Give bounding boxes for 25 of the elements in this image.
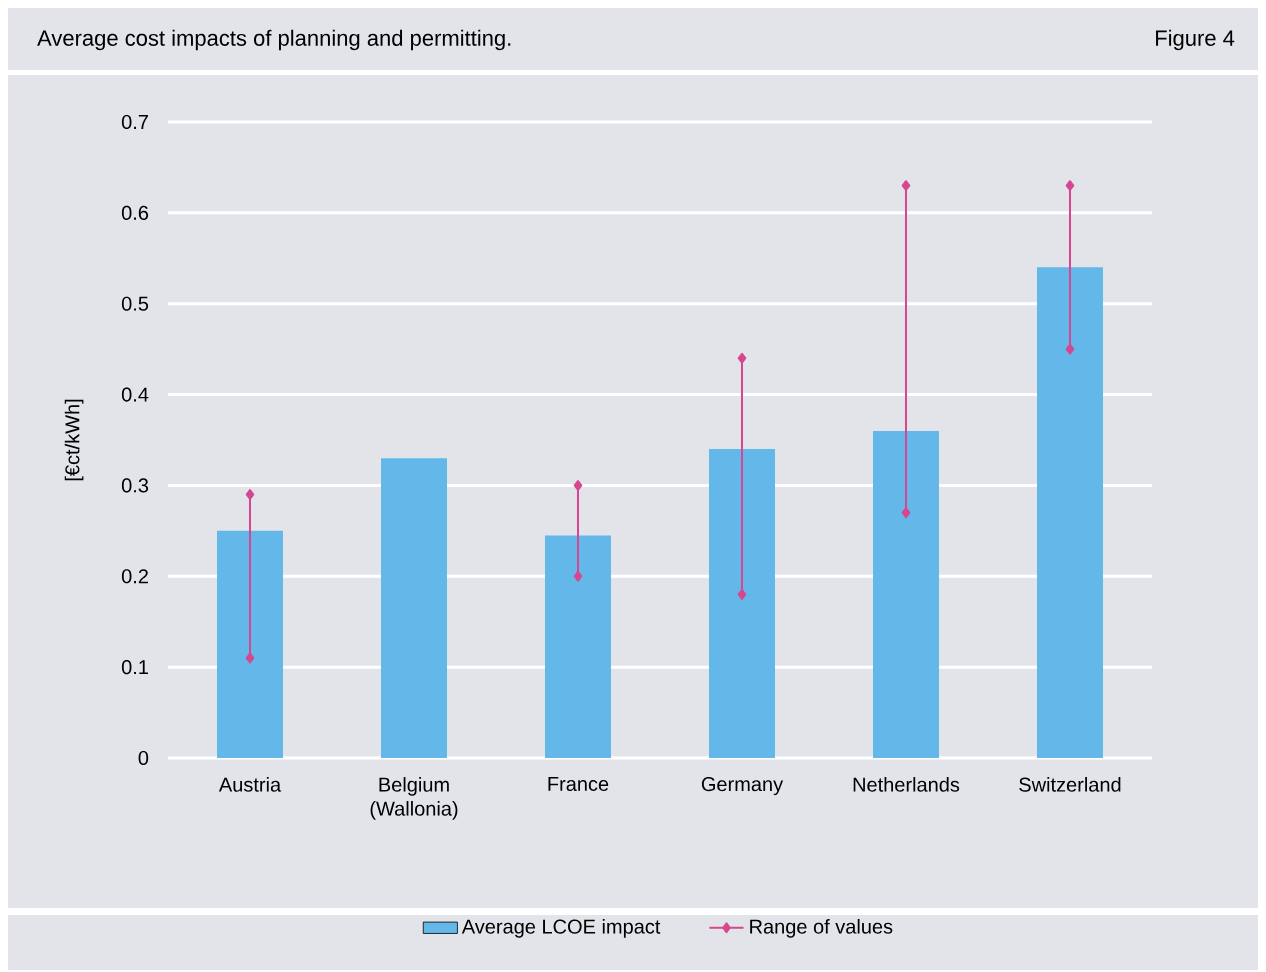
legend-label: Range of values <box>750 919 893 938</box>
caption: Figure 4 <box>1156 29 1235 51</box>
bar <box>1036 267 1103 758</box>
x-tick-label: Switzerland <box>1019 777 1121 792</box>
y-tick-label: 0.4 <box>121 387 149 402</box>
x-tick-label: Germany <box>701 777 784 796</box>
bar <box>708 449 775 758</box>
y-tick-label: 0.2 <box>121 569 148 584</box>
y-tick-label: 0 <box>138 750 149 766</box>
y-tick-label: 0.5 <box>121 296 149 311</box>
bar <box>872 430 939 758</box>
y-tick-label: 0.7 <box>121 114 148 130</box>
x-tick-label: Belgium (Wallonia) <box>370 777 458 820</box>
bar <box>217 530 284 758</box>
y-tick-label: 0.1 <box>121 660 148 675</box>
x-tick-label: France <box>548 777 609 792</box>
x-tick-label: Austria <box>218 777 282 792</box>
x-tick-label: Netherlands <box>853 777 960 792</box>
chart-title: Average cost impacts of planning and permitting. <box>37 29 511 51</box>
bar <box>381 458 447 758</box>
y-tick-label: 0.6 <box>121 205 149 220</box>
legend-label: Average LCOE impact <box>461 919 661 938</box>
y-axis-title: [€ct/kWh] <box>64 399 84 481</box>
bar <box>544 535 611 758</box>
y-tick-label: 0.3 <box>121 478 149 493</box>
